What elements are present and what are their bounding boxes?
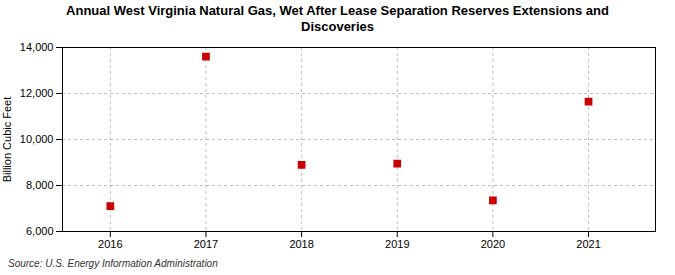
svg-text:2018: 2018 [289,238,313,250]
svg-text:14,000: 14,000 [20,41,54,53]
svg-text:2016: 2016 [98,238,122,250]
svg-text:2017: 2017 [194,238,218,250]
svg-text:8,000: 8,000 [26,179,54,191]
svg-text:6,000: 6,000 [26,225,54,237]
svg-text:2021: 2021 [576,238,600,250]
svg-text:Billion Cubic Feet: Billion Cubic Feet [1,97,13,183]
svg-text:2020: 2020 [481,238,505,250]
html-text:Annual West Virginia Natural G: Annual West Virginia Natural Gas, Wet Af… [66,3,609,34]
svg-text:12,000: 12,000 [20,87,54,99]
svg-text:10,000: 10,000 [20,133,54,145]
svg-text:2019: 2019 [385,238,409,250]
html-text:Source: U.S. Energy Informatio: Source: U.S. Energy Information Administ… [8,258,218,269]
